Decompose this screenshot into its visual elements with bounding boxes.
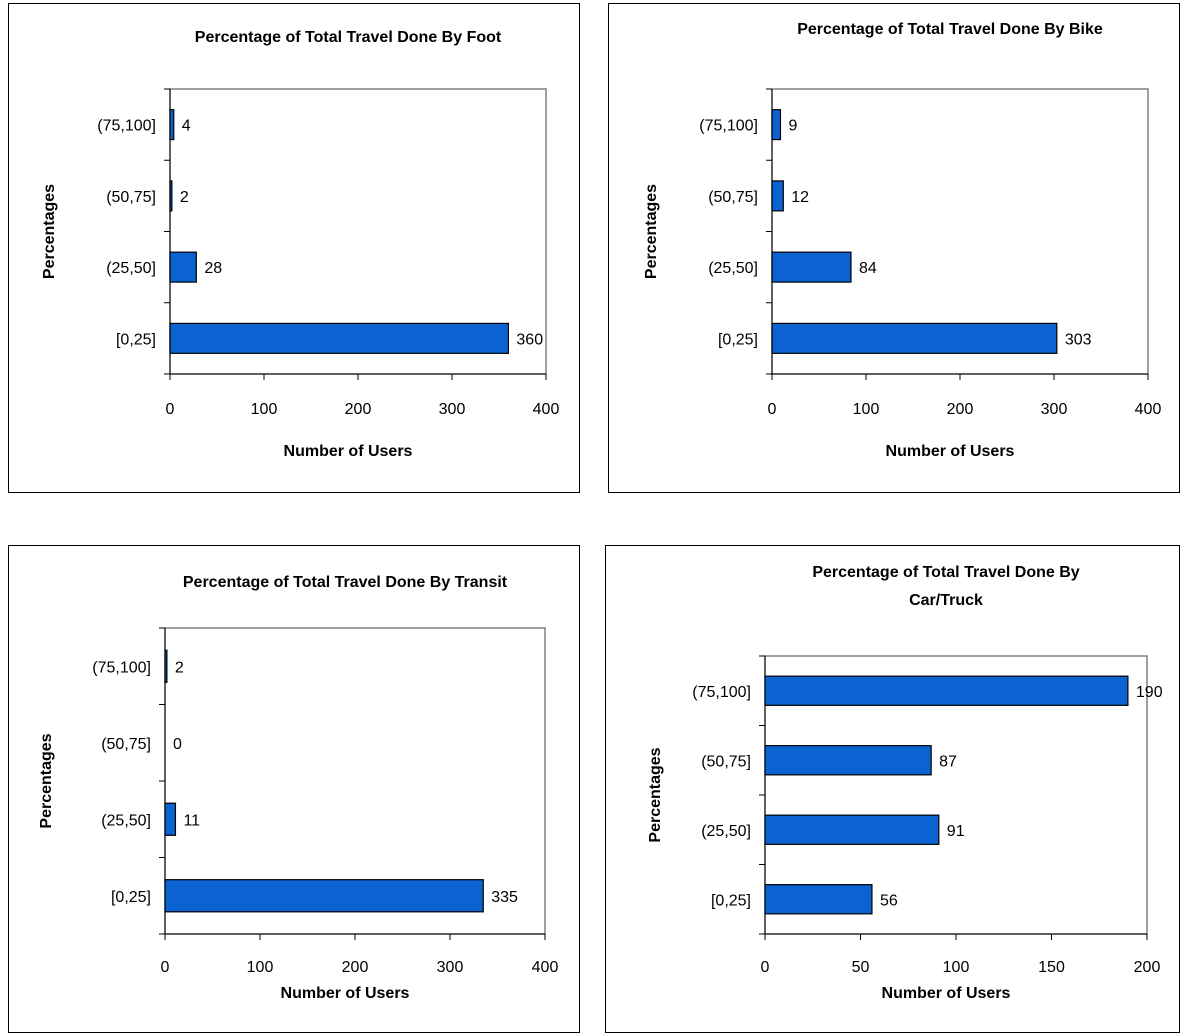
chart-panel-foot: Percentage of Total Travel Done By Foot 0… — [8, 3, 580, 493]
x-tick-label: 200 — [947, 401, 974, 418]
bar — [164, 649, 168, 683]
data-label: 9 — [788, 118, 797, 135]
data-label: 11 — [183, 812, 200, 829]
data-label: 84 — [859, 260, 877, 277]
x-tick-label: 300 — [437, 959, 464, 976]
chart-title: Percentage of Total Travel Done By Trans… — [183, 574, 508, 591]
x-tick-label: 400 — [532, 959, 559, 976]
data-label: 2 — [180, 189, 189, 206]
x-axis-title: Number of Users — [284, 443, 413, 460]
y-axis-title: Percentages — [41, 184, 58, 279]
x-tick-label: 50 — [852, 959, 870, 976]
y-tick-label: (75,100] — [92, 659, 151, 676]
bar — [169, 109, 175, 141]
bar — [764, 884, 873, 915]
y-tick-label: (75,100] — [699, 118, 758, 135]
y-tick-label: (50,75] — [106, 189, 156, 206]
data-label: 56 — [880, 892, 898, 909]
y-tick-label: (75,100] — [692, 684, 751, 701]
x-tick-label: 100 — [853, 401, 880, 418]
x-tick-label: 200 — [1134, 959, 1161, 976]
y-axis-title: Percentages — [643, 184, 660, 279]
x-tick-label: 400 — [533, 401, 560, 418]
chart-foot: Percentage of Total Travel Done By Foot 0… — [41, 29, 560, 460]
bar — [771, 109, 782, 141]
x-tick-label: 100 — [251, 401, 278, 418]
chart-title: Percentage of Total Travel Done By Foot — [195, 29, 502, 46]
x-axis-title: Number of Users — [281, 985, 410, 1002]
y-tick-label: (25,50] — [106, 260, 156, 277]
y-tick-label: [0,25] — [711, 892, 751, 909]
x-tick-label: 0 — [166, 401, 175, 418]
data-label: 87 — [939, 753, 957, 770]
data-label: 4 — [182, 118, 191, 135]
y-tick-label: [0,25] — [116, 331, 156, 348]
data-label: 91 — [947, 823, 965, 840]
y-tick-label: (25,50] — [101, 812, 151, 829]
x-tick-label: 100 — [247, 959, 274, 976]
chart-title-line-1: Percentage of Total Travel Done By — [812, 564, 1079, 581]
bar — [169, 251, 197, 283]
x-tick-label: 400 — [1135, 401, 1162, 418]
data-label: 2 — [175, 659, 184, 676]
data-label: 12 — [791, 189, 809, 206]
chart-panel-bike: Percentage of Total Travel Done By Bike 0… — [608, 3, 1180, 493]
bar — [164, 879, 484, 913]
data-label: 360 — [516, 331, 543, 348]
y-axis-title: Percentages — [38, 733, 55, 828]
chart-transit: Percentage of Total Travel Done By Trans… — [38, 574, 559, 1002]
x-tick-label: 0 — [761, 959, 770, 976]
bar — [764, 745, 932, 776]
bar — [771, 322, 1058, 354]
y-tick-label: (75,100] — [97, 118, 156, 135]
x-tick-label: 100 — [943, 959, 970, 976]
data-label: 0 — [173, 736, 182, 753]
x-tick-label: 300 — [439, 401, 466, 418]
data-label: 303 — [1065, 331, 1092, 348]
bar — [771, 180, 784, 212]
bar — [764, 675, 1129, 706]
chart-bike: Percentage of Total Travel Done By Bike 0… — [643, 21, 1162, 460]
x-axis-title: Number of Users — [882, 985, 1011, 1002]
x-tick-label: 0 — [768, 401, 777, 418]
bar — [764, 814, 940, 845]
y-axis-title: Percentages — [647, 747, 664, 842]
data-label: 28 — [204, 260, 222, 277]
bar — [169, 322, 509, 354]
x-axis-title: Number of Users — [886, 443, 1015, 460]
y-tick-label: (50,75] — [701, 753, 751, 770]
x-tick-label: 0 — [161, 959, 170, 976]
data-label: 190 — [1136, 684, 1163, 701]
bar — [771, 251, 852, 283]
y-tick-label: [0,25] — [111, 889, 151, 906]
chart-panel-transit: Percentage of Total Travel Done By Trans… — [8, 545, 580, 1033]
y-tick-label: (50,75] — [708, 189, 758, 206]
chart-title: Percentage of Total Travel Done By Bike — [797, 21, 1103, 38]
x-tick-label: 300 — [1041, 401, 1068, 418]
data-label: 335 — [491, 889, 518, 906]
y-tick-label: (50,75] — [101, 736, 151, 753]
bar — [164, 802, 177, 836]
y-tick-label: (25,50] — [701, 823, 751, 840]
chart-panel-car-truck: Percentage of Total Travel Done By Car/Tr… — [605, 545, 1180, 1033]
x-tick-label: 200 — [342, 959, 369, 976]
bar — [169, 180, 173, 212]
chart-car-truck: Percentage of Total Travel Done By Car/Tr… — [647, 564, 1163, 1002]
chart-title-line-2: Car/Truck — [909, 592, 983, 609]
x-tick-label: 200 — [345, 401, 372, 418]
y-tick-label: (25,50] — [708, 260, 758, 277]
x-tick-label: 150 — [1038, 959, 1065, 976]
y-tick-label: [0,25] — [718, 331, 758, 348]
